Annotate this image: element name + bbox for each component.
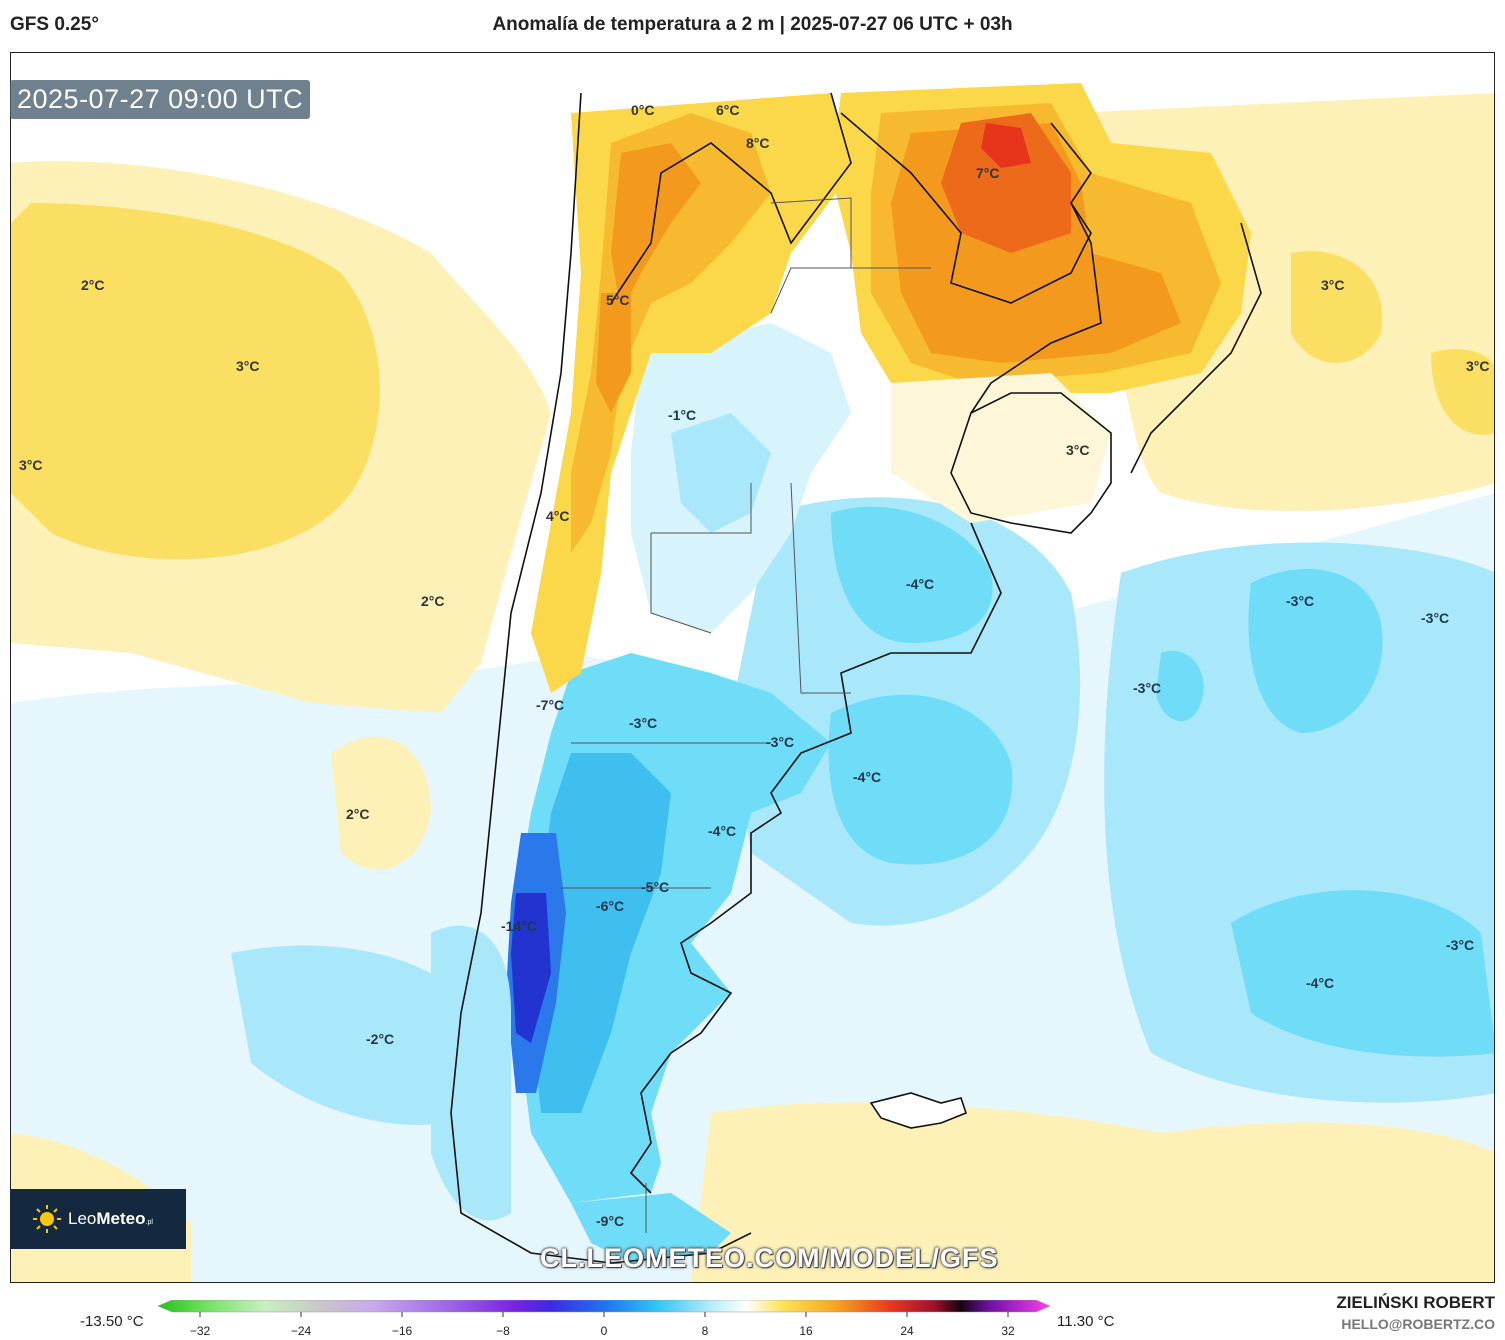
contour-label: -3°C: [1446, 937, 1474, 953]
contour-label: 3°C: [1321, 277, 1345, 293]
contour-label: 3°C: [1466, 358, 1490, 374]
temperature-anomaly-map[interactable]: 0°C 6°C 8°C 7°C 5°C -1°C 4°C 2°C 3°C 3°C 3°C 3°C 3°C…: [10, 52, 1495, 1283]
map-canvas: 0°C 6°C 8°C 7°C 5°C -1°C 4°C 2°C 3°C 3°C 3°C 3°C 3°C…: [11, 53, 1494, 1282]
contour-label: 5°C: [606, 292, 630, 308]
contour-label: -3°C: [1286, 593, 1314, 609]
contour-label: 3°C: [236, 358, 260, 374]
logo-text: LeoMeteo.pl: [68, 1209, 153, 1228]
contour-label: -4°C: [906, 576, 934, 592]
contour-label: 3°C: [19, 457, 43, 473]
contour-label: -5°C: [641, 879, 669, 895]
contour-label: 3°C: [1066, 442, 1090, 458]
contour-label: 2°C: [421, 593, 445, 609]
contour-label: 7°C: [976, 165, 1000, 181]
sun-icon: [33, 1205, 61, 1233]
contour-label: -14°C: [501, 918, 537, 934]
colorbar-tick-label: −8: [496, 1324, 510, 1338]
colorbar-tick-label: 0: [601, 1324, 608, 1338]
contour-label: -3°C: [1421, 610, 1449, 626]
contour-label: 0°C: [631, 102, 655, 118]
colorbar-tick-label: 8: [702, 1324, 709, 1338]
contour-label: -3°C: [629, 715, 657, 731]
contour-label: -4°C: [708, 823, 736, 839]
colorbar-min-label: -13.50 °C: [80, 1313, 144, 1330]
contour-label: -1°C: [668, 407, 696, 423]
contour-label: 2°C: [346, 806, 370, 822]
colorbar-tick-label: 24: [900, 1324, 914, 1338]
colorbar: −32 −24 −16 −8 0 8 16 24 32: [158, 1300, 1050, 1338]
contour-label: -9°C: [596, 1213, 624, 1229]
contour-label: 2°C: [81, 277, 105, 293]
colorbar-max-label: 11.30 °C: [1057, 1313, 1115, 1330]
model-name: GFS 0.25°: [10, 14, 99, 35]
leometeo-logo[interactable]: LeoMeteo.pl: [10, 1189, 186, 1249]
colorbar-tick-label: 32: [1001, 1324, 1015, 1338]
contour-label: 6°C: [716, 102, 740, 118]
contour-label: 8°C: [746, 135, 770, 151]
contour-label: -4°C: [853, 769, 881, 785]
author-email[interactable]: HELLO@ROBERTZ.CO: [1341, 1316, 1495, 1332]
valid-time-badge: 2025-07-27 09:00 UTC: [10, 80, 311, 119]
author-credit: ZIELIŃSKI ROBERT: [1336, 1293, 1495, 1312]
contour-label: -3°C: [766, 734, 794, 750]
watermark-url: CL.LEOMETEO.COM/MODEL/GFS: [540, 1243, 999, 1273]
contour-label: -6°C: [596, 898, 624, 914]
contour-label: -3°C: [1133, 680, 1161, 696]
colorbar-tick-label: −16: [392, 1324, 413, 1338]
contour-label: -2°C: [366, 1031, 394, 1047]
contour-label: 4°C: [546, 508, 570, 524]
contour-label: -7°C: [536, 697, 564, 713]
colorbar-tick-label: −32: [190, 1324, 211, 1338]
contour-label: -4°C: [1306, 975, 1334, 991]
colorbar-tick-label: −24: [291, 1324, 312, 1338]
chart-title: Anomalía de temperatura a 2 m | 2025-07-…: [492, 14, 1013, 35]
colorbar-tick-label: 16: [799, 1324, 813, 1338]
